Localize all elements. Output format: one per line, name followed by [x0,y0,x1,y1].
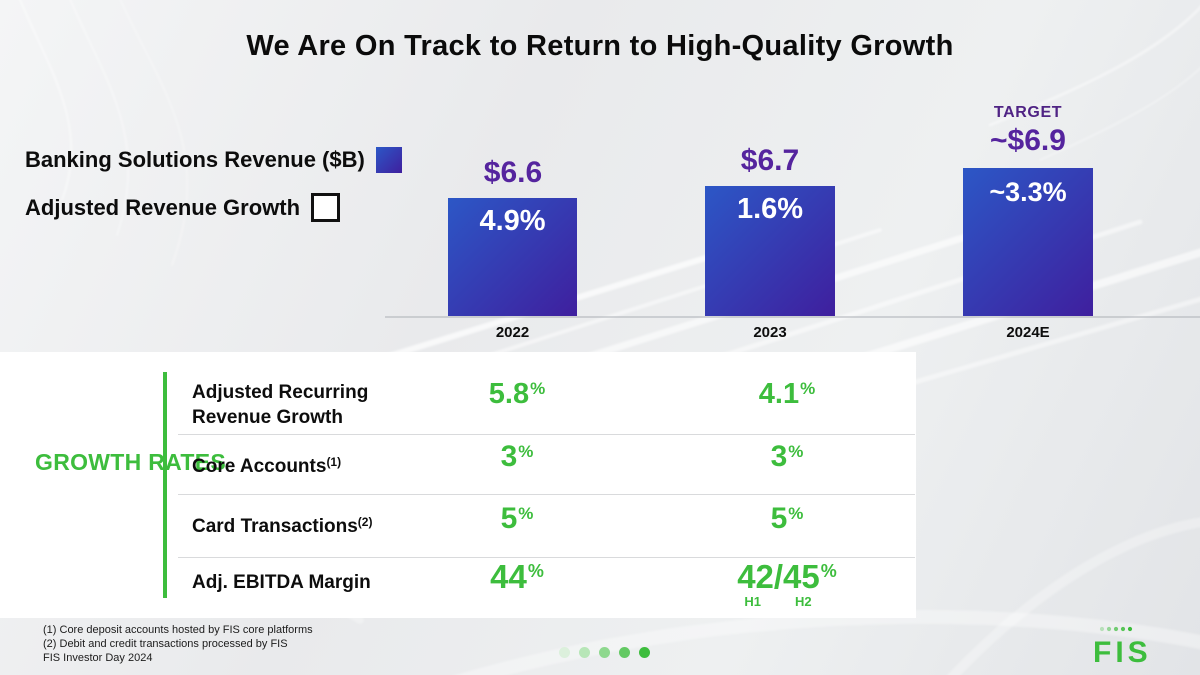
event-label: FIS Investor Day 2024 [43,652,153,664]
pagination-dot [619,647,630,658]
category-label-2022: 2022 [495,324,530,341]
bar-2023: 1.6% [705,186,835,316]
row-separator [178,557,915,558]
revenue-swatch-icon [375,147,402,173]
cell-card-transactions-2023: 5% [687,502,887,536]
bar-2024e: ~3.3% [963,168,1093,316]
category-label-2023: 2023 [753,324,787,341]
row-label-text: Adjusted Recurring Revenue Growth [192,382,369,428]
legend-growth-label: Adjusted Revenue Growth [25,194,301,220]
row-label-text: Core Accounts [192,456,327,477]
logo-text: FIS [1093,636,1152,668]
target-annotation: TARGET [993,104,1063,121]
cell-core-accounts-2022: 3% [417,440,617,474]
row-label-adjusted-recurring-revenue-growth: Adjusted Recurring Revenue Growth [192,382,442,428]
legend-revenue-label: Banking Solutions Revenue ($B) [25,147,365,172]
growth-rates-panel: GROWTH RATES Adjusted Recurring Revenue … [0,352,916,618]
percent-sign: % [530,379,546,398]
pagination-dot [559,647,570,658]
revenue-value-label-2022: $6.6 [483,156,543,189]
footnote-2: (2) Debit and credit transactions proces… [43,638,288,650]
row-label-sup: (2) [357,515,373,529]
percent-sign: % [518,504,534,523]
cell-card-transactions-2022: 5% [417,502,617,536]
percent-sign: % [788,504,804,523]
percent-sign: % [788,442,804,461]
cell-value: 3 [770,440,788,473]
cell-arrg-2023: 4.1% [687,378,887,411]
cell-ebitda-2022: 44% [417,558,617,596]
footnote-1: (1) Core deposit accounts hosted by FIS … [43,624,313,636]
cell-core-accounts-2023: 3% [687,440,887,474]
pagination-dot [579,647,590,658]
category-label-2024e: 2024E [1006,324,1050,341]
axis-baseline [385,316,1200,318]
pagination-dot [639,647,650,658]
revenue-value-label-2023: $6.7 [740,144,800,177]
percent-sign: % [820,561,837,581]
row-label-text: Card Transactions [192,516,358,537]
h1-label: H1 [744,594,761,609]
row-label-text: Adj. EBITDA Margin [192,572,371,593]
row-label-adj-ebitda-margin: Adj. EBITDA Margin [192,568,442,593]
row-label-card-transactions: Card Transactions(2) [192,512,442,537]
cell-ebitda-2023: 42/45% [687,558,887,596]
pagination-dots [559,647,650,658]
cell-value: 42/45 [737,558,820,595]
growth-value-label-2023: 1.6% [736,193,804,225]
legend-revenue: Banking Solutions Revenue ($B) [25,147,402,173]
row-separator [178,494,915,495]
row-label-core-accounts: Core Accounts(1) [192,452,442,477]
cell-value: 5 [500,502,518,535]
growth-value-label-2024e: ~3.3% [989,177,1067,207]
green-divider [163,372,167,598]
legend-growth: Adjusted Revenue Growth [25,193,341,222]
row-label-sup: (1) [326,455,342,469]
growth-swatch-icon [311,193,341,222]
fis-logo: FIS [1093,626,1152,668]
growth-value-label-2022: 4.9% [479,205,546,237]
revenue-value-label-2024e: ~$6.9 [990,124,1066,157]
cell-value: 44 [490,558,527,595]
cell-value: 3 [500,440,518,473]
cell-arrg-2022: 5.8% [417,378,617,411]
half-year-labels: H1 H2 [687,594,887,609]
logo-dots-icon [1099,626,1133,632]
cell-value: 5.8 [488,378,530,410]
percent-sign: % [518,442,534,461]
percent-sign: % [527,561,544,581]
bar-2022: 4.9% [448,198,577,316]
pagination-dot [599,647,610,658]
row-separator [178,434,915,435]
growth-rates-header: GROWTH RATES [35,449,226,475]
h2-label: H2 [795,594,812,609]
cell-value: 4.1 [758,378,800,410]
percent-sign: % [800,379,816,398]
slide-title: We Are On Track to Return to High-Qualit… [246,30,954,62]
cell-value: 5 [770,502,788,535]
